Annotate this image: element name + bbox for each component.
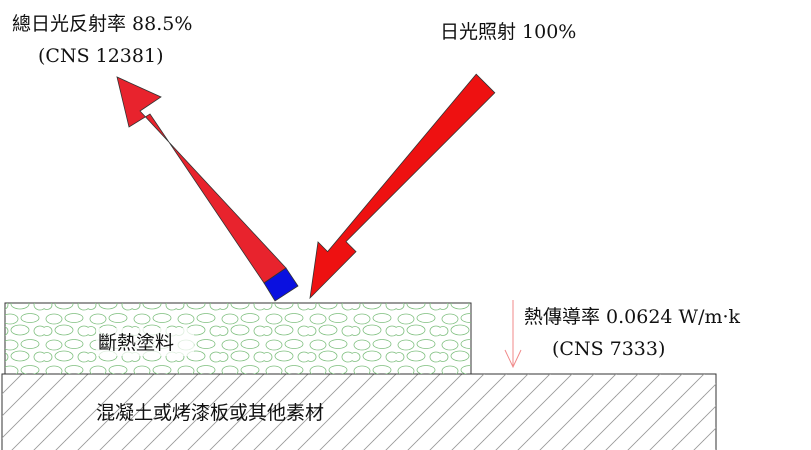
incident-sunlight-arrow <box>309 73 496 300</box>
conductivity-standard-label: (CNS 7333) <box>552 338 665 360</box>
irradiation-label: 日光照射 100% <box>440 21 576 43</box>
coating-label: 斷熱塗料 <box>98 331 174 354</box>
reflected-sunlight-arrow <box>116 76 299 302</box>
reflectance-standard-label: (CNS 12381) <box>38 45 164 67</box>
conductivity-label: 熱傳導率 0.0624 W/m·k <box>524 306 741 328</box>
substrate-label: 混凝土或烤漆板或其他素材 <box>96 402 324 424</box>
reflectance-label: 總日光反射率 88.5% <box>12 13 192 35</box>
coating-layer: 斷熱塗料 <box>4 302 472 375</box>
substrate-layer: 混凝土或烤漆板或其他素材 <box>1 373 717 450</box>
reflected-arrow-tip <box>263 267 299 302</box>
heat-conduction-arrow <box>504 300 522 369</box>
